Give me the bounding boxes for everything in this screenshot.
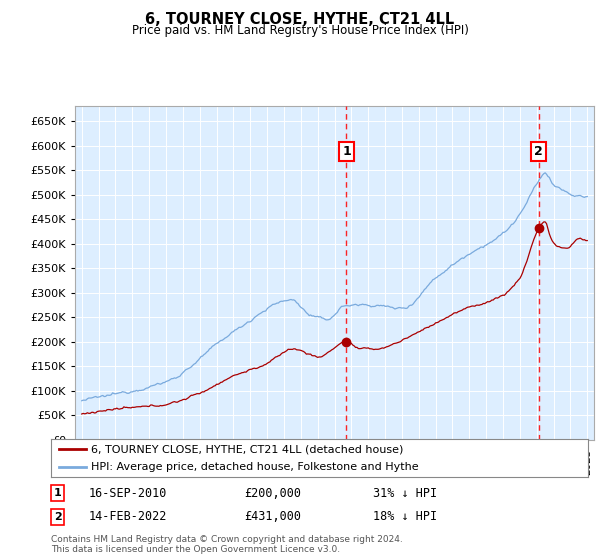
Text: £200,000: £200,000	[244, 487, 301, 500]
Text: HPI: Average price, detached house, Folkestone and Hythe: HPI: Average price, detached house, Folk…	[91, 462, 419, 472]
Text: Price paid vs. HM Land Registry's House Price Index (HPI): Price paid vs. HM Land Registry's House …	[131, 24, 469, 36]
Text: 6, TOURNEY CLOSE, HYTHE, CT21 4LL: 6, TOURNEY CLOSE, HYTHE, CT21 4LL	[145, 12, 455, 27]
Text: 31% ↓ HPI: 31% ↓ HPI	[373, 487, 437, 500]
Text: 6, TOURNEY CLOSE, HYTHE, CT21 4LL (detached house): 6, TOURNEY CLOSE, HYTHE, CT21 4LL (detac…	[91, 444, 404, 454]
Text: 16-SEP-2010: 16-SEP-2010	[89, 487, 167, 500]
Text: 1: 1	[342, 145, 351, 158]
Text: Contains HM Land Registry data © Crown copyright and database right 2024.
This d: Contains HM Land Registry data © Crown c…	[51, 535, 403, 554]
Text: 2: 2	[535, 145, 543, 158]
Text: 14-FEB-2022: 14-FEB-2022	[89, 510, 167, 523]
Text: 18% ↓ HPI: 18% ↓ HPI	[373, 510, 437, 523]
Text: £431,000: £431,000	[244, 510, 301, 523]
Text: 2: 2	[53, 512, 61, 522]
Text: 1: 1	[53, 488, 61, 498]
